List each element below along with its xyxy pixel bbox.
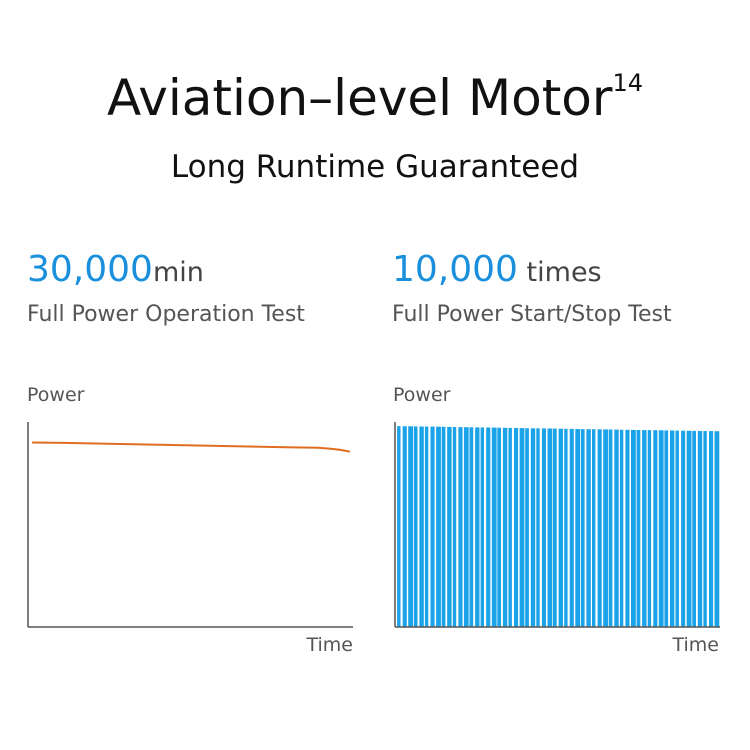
startstop-bar: [569, 428, 574, 627]
startstop-bar: [463, 427, 469, 627]
startstop-bar: [580, 429, 585, 627]
startstop-bar: [647, 430, 652, 627]
startstop-bar: [709, 431, 714, 627]
startstop-bar: [636, 430, 641, 627]
startstop-bar: [681, 430, 686, 627]
title-text: Aviation–level Motor: [107, 69, 613, 127]
page-subtitle: Long Runtime Guaranteed: [170, 149, 580, 185]
startstop-bar: [619, 429, 624, 627]
startstop-bar: [530, 428, 536, 627]
startstop-bar: [642, 430, 647, 627]
operation-chart-ylabel: Power: [27, 384, 85, 406]
startstop-bar: [664, 430, 669, 627]
startstop-bar: [631, 429, 636, 627]
startstop-bar: [491, 427, 497, 627]
startstop-bar: [502, 427, 508, 627]
startstop-bar: [658, 430, 664, 627]
operation-chart-xlabel: Time: [306, 634, 354, 656]
startstop-bar: [469, 427, 474, 627]
startstop-bar: [430, 426, 435, 627]
startstop-bar: [536, 428, 540, 627]
startstop-bar: [597, 429, 602, 627]
startstop-bar: [408, 426, 413, 627]
stat-runtime-value: 30,000: [27, 249, 153, 290]
startstop-bar: [519, 428, 525, 627]
stat-startstop-unit: times: [517, 257, 602, 288]
stat-startstop: 10,000 times: [392, 248, 602, 298]
startstop-bar: [402, 426, 407, 627]
startstop-bar: [447, 426, 452, 627]
startstop-bar: [424, 426, 429, 627]
startstop-bar: [475, 427, 480, 627]
startstop-bar: [508, 427, 512, 627]
startstop-bar: [608, 429, 613, 627]
startstop-bar: [397, 426, 401, 627]
startstop-bar: [558, 428, 563, 627]
startstop-chart-bars: [397, 426, 720, 627]
startstop-bar: [452, 427, 457, 627]
startstop-bar: [419, 426, 424, 627]
startstop-bar: [497, 427, 501, 627]
startstop-bar: [675, 430, 679, 627]
startstop-bar: [413, 426, 418, 627]
startstop-bar: [670, 430, 675, 627]
startstop-bar: [703, 431, 707, 627]
startstop-bar: [714, 431, 720, 627]
stat-runtime: 30,000min: [27, 248, 204, 298]
startstop-chart: Power Time: [393, 384, 720, 656]
operation-chart: Power Time: [27, 384, 354, 656]
startstop-bar: [547, 428, 553, 627]
startstop-bar: [653, 430, 658, 627]
startstop-chart-xlabel: Time: [672, 634, 720, 656]
title-superscript: 14: [612, 69, 643, 97]
startstop-bar: [553, 428, 557, 627]
startstop-chart-ylabel: Power: [393, 384, 451, 406]
stat-runtime-unit: min: [152, 257, 204, 288]
stat-startstop-value: 10,000: [392, 249, 518, 290]
startstop-bar: [603, 429, 608, 627]
startstop-bar: [436, 426, 441, 627]
startstop-bar: [514, 428, 519, 627]
stat-startstop-label: Full Power Start/Stop Test: [392, 302, 672, 327]
startstop-bar: [592, 429, 596, 627]
page-title: Aviation–level Motor14: [0, 68, 750, 128]
startstop-bar: [686, 430, 692, 627]
startstop-bar: [614, 429, 619, 627]
operation-chart-series-line: [31, 441, 351, 453]
startstop-bar: [480, 427, 484, 627]
startstop-bar: [564, 428, 568, 627]
startstop-bar: [575, 429, 581, 627]
startstop-bar: [625, 429, 630, 627]
stat-runtime-label: Full Power Operation Test: [27, 302, 305, 327]
startstop-bar: [441, 426, 446, 627]
startstop-bar: [541, 428, 546, 627]
startstop-bar: [692, 430, 696, 627]
startstop-bar: [458, 427, 463, 627]
startstop-bar: [486, 427, 491, 627]
startstop-bar: [697, 431, 703, 627]
startstop-bar: [525, 428, 529, 627]
startstop-bar: [586, 429, 591, 627]
